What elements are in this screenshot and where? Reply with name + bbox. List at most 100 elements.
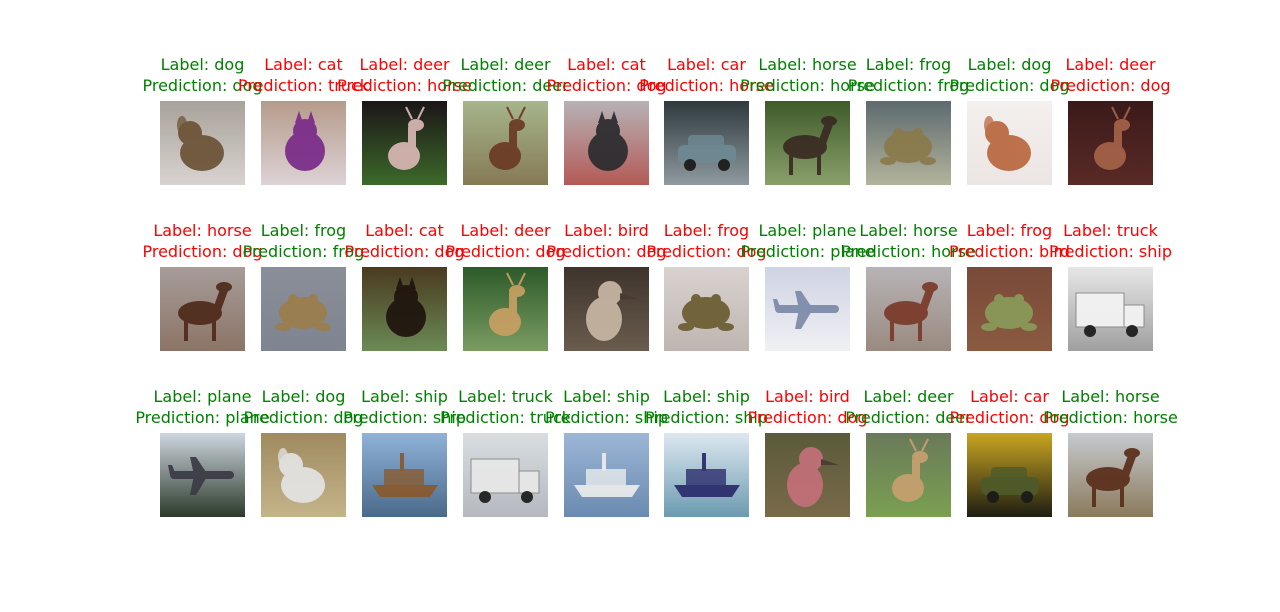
- prediction-label: Prediction: dog: [646, 242, 767, 261]
- deer-image-thumbnail: [362, 101, 447, 185]
- sample-cell: Label: truck Prediction: ship: [1049, 221, 1172, 351]
- prediction-label: Prediction: dog: [949, 408, 1070, 427]
- deer-image-thumbnail: [463, 267, 548, 351]
- sample-cell: Label: deer Prediction: dog: [445, 221, 566, 351]
- ground-truth-label: Label: plane: [153, 387, 252, 406]
- sample-cell: Label: horse Prediction: dog: [142, 221, 263, 351]
- ground-truth-label: Label: horse: [859, 221, 958, 240]
- horse-image-thumbnail: [866, 267, 951, 351]
- horse-image-thumbnail: [1068, 433, 1153, 517]
- ground-truth-label: Label: cat: [264, 55, 343, 74]
- ground-truth-label: Label: bird: [564, 221, 649, 240]
- prediction-label: Prediction: ship: [644, 408, 769, 427]
- sample-cell: Label: cat Prediction: dog: [546, 55, 667, 185]
- ground-truth-label: Label: dog: [160, 55, 245, 74]
- ground-truth-label: Label: deer: [1065, 55, 1156, 74]
- prediction-label: Prediction: bird: [948, 242, 1070, 261]
- sample-cell: Label: car Prediction: dog: [949, 387, 1070, 517]
- sample-cell: Label: dog Prediction: dog: [142, 55, 263, 185]
- prediction-label: Prediction: dog: [445, 242, 566, 261]
- sample-cell: Label: cat Prediction: dog: [344, 221, 465, 351]
- sample-cell: Label: dog Prediction: dog: [949, 55, 1070, 185]
- prediction-label: Prediction: horse: [639, 76, 774, 95]
- ground-truth-label: Label: deer: [359, 55, 450, 74]
- horse-image-thumbnail: [160, 267, 245, 351]
- sample-cell: Label: plane Prediction: plane: [740, 221, 875, 351]
- sample-cell: Label: frog Prediction: frog: [243, 221, 364, 351]
- prediction-label: Prediction: frog: [242, 242, 365, 261]
- bird-image-thumbnail: [564, 267, 649, 351]
- truck-image-thumbnail: [1068, 267, 1153, 351]
- sample-cell: Label: horse Prediction: horse: [841, 221, 976, 351]
- ground-truth-label: Label: frog: [966, 221, 1053, 240]
- prediction-label: Prediction: dog: [344, 242, 465, 261]
- ground-truth-label: Label: cat: [365, 221, 444, 240]
- prediction-label: Prediction: horse: [740, 76, 875, 95]
- frog-image-thumbnail: [967, 267, 1052, 351]
- ground-truth-label: Label: ship: [361, 387, 448, 406]
- horse-image-thumbnail: [765, 101, 850, 185]
- sample-cell: Label: bird Prediction: dog: [747, 387, 868, 517]
- prediction-label: Prediction: ship: [1048, 242, 1173, 261]
- sample-cell: Label: horse Prediction: horse: [1043, 387, 1178, 517]
- ship-image-thumbnail: [564, 433, 649, 517]
- prediction-label: Prediction: horse: [841, 242, 976, 261]
- frog-image-thumbnail: [866, 101, 951, 185]
- plane-image-thumbnail: [765, 267, 850, 351]
- ground-truth-label: Label: bird: [765, 387, 850, 406]
- prediction-label: Prediction: dog: [142, 242, 263, 261]
- truck-image-thumbnail: [463, 433, 548, 517]
- ground-truth-label: Label: ship: [663, 387, 750, 406]
- dog-image-thumbnail: [160, 101, 245, 185]
- ground-truth-label: Label: deer: [460, 55, 551, 74]
- ground-truth-label: Label: car: [970, 387, 1049, 406]
- sample-cell: Label: plane Prediction: plane: [135, 387, 270, 517]
- deer-image-thumbnail: [463, 101, 548, 185]
- prediction-label: Prediction: dog: [747, 408, 868, 427]
- cat-image-thumbnail: [362, 267, 447, 351]
- sample-cell: Label: ship Prediction: ship: [545, 387, 668, 517]
- prediction-label: Prediction: plane: [135, 408, 270, 427]
- frog-image-thumbnail: [664, 267, 749, 351]
- sample-cell: Label: frog Prediction: dog: [646, 221, 767, 351]
- prediction-label: Prediction: dog: [142, 76, 263, 95]
- prediction-label: Prediction: deer: [442, 76, 569, 95]
- sample-cell: Label: frog Prediction: frog: [848, 55, 969, 185]
- prediction-label: Prediction: frog: [847, 76, 970, 95]
- sample-cell: Label: bird Prediction: dog: [546, 221, 667, 351]
- dog-image-thumbnail: [261, 433, 346, 517]
- frog-image-thumbnail: [261, 267, 346, 351]
- sample-cell: Label: deer Prediction: deer: [845, 387, 972, 517]
- prediction-label: Prediction: truck: [439, 408, 571, 427]
- prediction-label: Prediction: ship: [544, 408, 669, 427]
- car-image-thumbnail: [967, 433, 1052, 517]
- deer-image-thumbnail: [1068, 101, 1153, 185]
- ground-truth-label: Label: dog: [967, 55, 1052, 74]
- plane-image-thumbnail: [160, 433, 245, 517]
- sample-cell: Label: frog Prediction: bird: [949, 221, 1070, 351]
- deer-image-thumbnail: [866, 433, 951, 517]
- prediction-label: Prediction: horse: [337, 76, 472, 95]
- prediction-label: Prediction: plane: [740, 242, 875, 261]
- sample-cell: Label: horse Prediction: horse: [740, 55, 875, 185]
- sample-cell: Label: ship Prediction: ship: [645, 387, 768, 517]
- ground-truth-label: Label: frog: [865, 55, 952, 74]
- dog-image-thumbnail: [967, 101, 1052, 185]
- prediction-label: Prediction: deer: [845, 408, 972, 427]
- prediction-label: Prediction: dog: [949, 76, 1070, 95]
- prediction-label: Prediction: dog: [243, 408, 364, 427]
- ground-truth-label: Label: horse: [1061, 387, 1160, 406]
- sample-cell: Label: deer Prediction: deer: [442, 55, 569, 185]
- bird-image-thumbnail: [765, 433, 850, 517]
- ground-truth-label: Label: deer: [460, 221, 551, 240]
- ground-truth-label: Label: truck: [458, 387, 553, 406]
- ground-truth-label: Label: horse: [758, 55, 857, 74]
- sample-cell: Label: cat Prediction: truck: [238, 55, 369, 185]
- car-image-thumbnail: [664, 101, 749, 185]
- ground-truth-label: Label: deer: [863, 387, 954, 406]
- prediction-label: Prediction: dog: [546, 76, 667, 95]
- ground-truth-label: Label: frog: [663, 221, 750, 240]
- sample-cell: Label: deer Prediction: horse: [337, 55, 472, 185]
- cat-image-thumbnail: [261, 101, 346, 185]
